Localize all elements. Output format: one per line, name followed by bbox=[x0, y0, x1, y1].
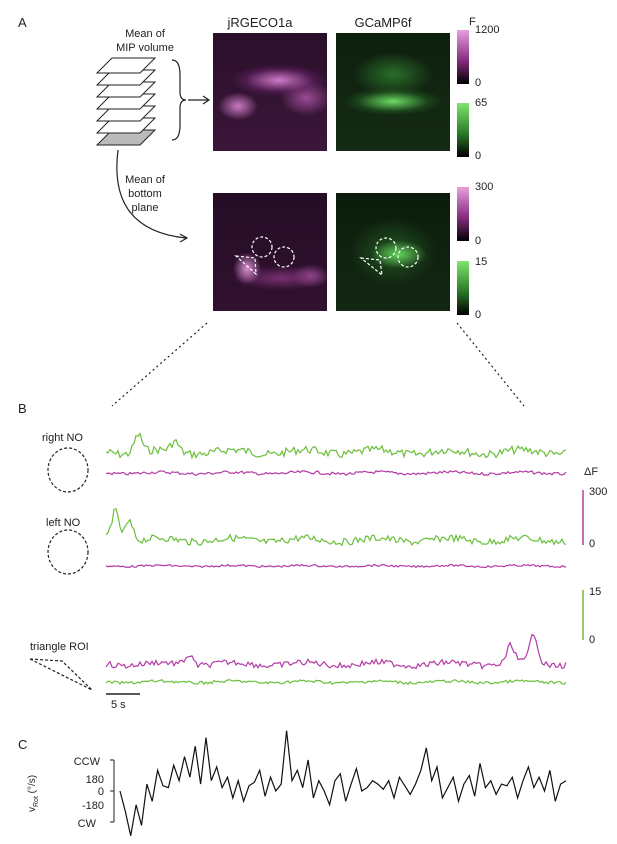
scale-green-max: 15 bbox=[589, 586, 602, 598]
roi-label-triangle: triangle ROI bbox=[30, 641, 89, 653]
colorbar-min-3: 0 bbox=[475, 235, 482, 247]
trace-left-no-green bbox=[105, 508, 567, 547]
ccw-label: CCW bbox=[73, 756, 100, 768]
tick-0: 0 bbox=[97, 786, 104, 798]
traces-panel-b bbox=[105, 432, 567, 686]
colorbar-min-2: 0 bbox=[475, 150, 482, 162]
colorbar-max-3: 300 bbox=[475, 181, 494, 193]
colorbar-jrgeco-bottom bbox=[457, 187, 469, 241]
time-scale-label: 5 s bbox=[111, 699, 126, 711]
panel-label-c: C bbox=[18, 737, 28, 752]
roi-glyphs bbox=[29, 447, 93, 691]
tick-180: 180 bbox=[85, 774, 104, 786]
colorbar-min-1: 0 bbox=[475, 77, 482, 89]
tick-neg-180: -180 bbox=[81, 800, 104, 812]
roi-label-right-no: right NO bbox=[42, 432, 83, 444]
y-axis-label-main: v bbox=[27, 807, 38, 812]
col-title-gcamp: GCaMP6f bbox=[354, 15, 412, 30]
y-axis-label: vRot (°/s) bbox=[26, 775, 43, 812]
arrow-to-bottom bbox=[116, 149, 187, 239]
panel-label-a: A bbox=[18, 15, 27, 30]
image-gcamp-mip bbox=[336, 33, 450, 151]
scale-magenta-max: 300 bbox=[589, 486, 608, 498]
trace-triangle-magenta bbox=[105, 633, 567, 670]
brace-icon bbox=[171, 59, 187, 141]
colorbar-max-1: 1200 bbox=[475, 24, 500, 36]
chart-panel-c bbox=[119, 730, 567, 836]
delta-f-label: ΔF bbox=[584, 466, 599, 478]
trace-right-no-magenta bbox=[105, 470, 567, 476]
trace-right-no-green bbox=[105, 432, 566, 460]
colorbar-gcamp-mip bbox=[457, 103, 469, 157]
panel-label-b: B bbox=[18, 401, 27, 416]
colorbar-max-2: 65 bbox=[475, 97, 488, 109]
scale-magenta-min: 0 bbox=[589, 538, 596, 550]
bottom-label-2: bottom bbox=[128, 188, 162, 200]
y-axis-label-sub: Rot bbox=[33, 796, 40, 807]
colorbar-gcamp-bottom bbox=[457, 261, 469, 315]
image-gcamp-bottom bbox=[336, 193, 450, 311]
col-title-jrgeco: jRGECO1a bbox=[227, 15, 293, 30]
scale-green-min: 0 bbox=[589, 634, 596, 646]
bottom-label-3: plane bbox=[131, 202, 159, 214]
velocity-trace bbox=[119, 730, 567, 836]
f-label: F bbox=[469, 16, 476, 28]
plane-stack-icon bbox=[95, 57, 157, 146]
y-axis-label-unit: (°/s) bbox=[27, 774, 38, 797]
mip-label-1: Mean of bbox=[125, 28, 165, 40]
roi-label-left-no: left NO bbox=[46, 517, 81, 529]
mip-label-2: MIP volume bbox=[116, 42, 174, 54]
colorbar-max-4: 15 bbox=[475, 256, 488, 268]
trace-left-no-magenta bbox=[105, 563, 567, 569]
colorbar-min-4: 0 bbox=[475, 309, 482, 321]
image-jrgeco-mip bbox=[213, 33, 327, 151]
roi-overlays bbox=[234, 236, 419, 277]
trace-triangle-green bbox=[105, 678, 567, 686]
bottom-label-1: Mean of bbox=[125, 174, 165, 186]
colorbar-jrgeco-mip bbox=[457, 30, 469, 84]
cw-label: CW bbox=[77, 818, 96, 830]
